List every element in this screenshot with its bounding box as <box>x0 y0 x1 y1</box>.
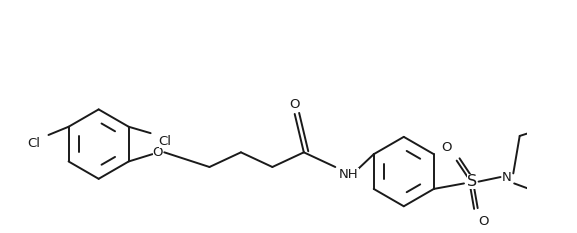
Text: N: N <box>502 171 512 184</box>
Text: NH: NH <box>339 168 359 181</box>
Text: Cl: Cl <box>27 137 40 150</box>
Text: O: O <box>290 98 300 111</box>
Text: Cl: Cl <box>159 135 172 148</box>
Text: O: O <box>153 146 163 159</box>
Text: O: O <box>478 215 488 228</box>
Text: O: O <box>441 141 452 154</box>
Text: S: S <box>467 174 477 189</box>
